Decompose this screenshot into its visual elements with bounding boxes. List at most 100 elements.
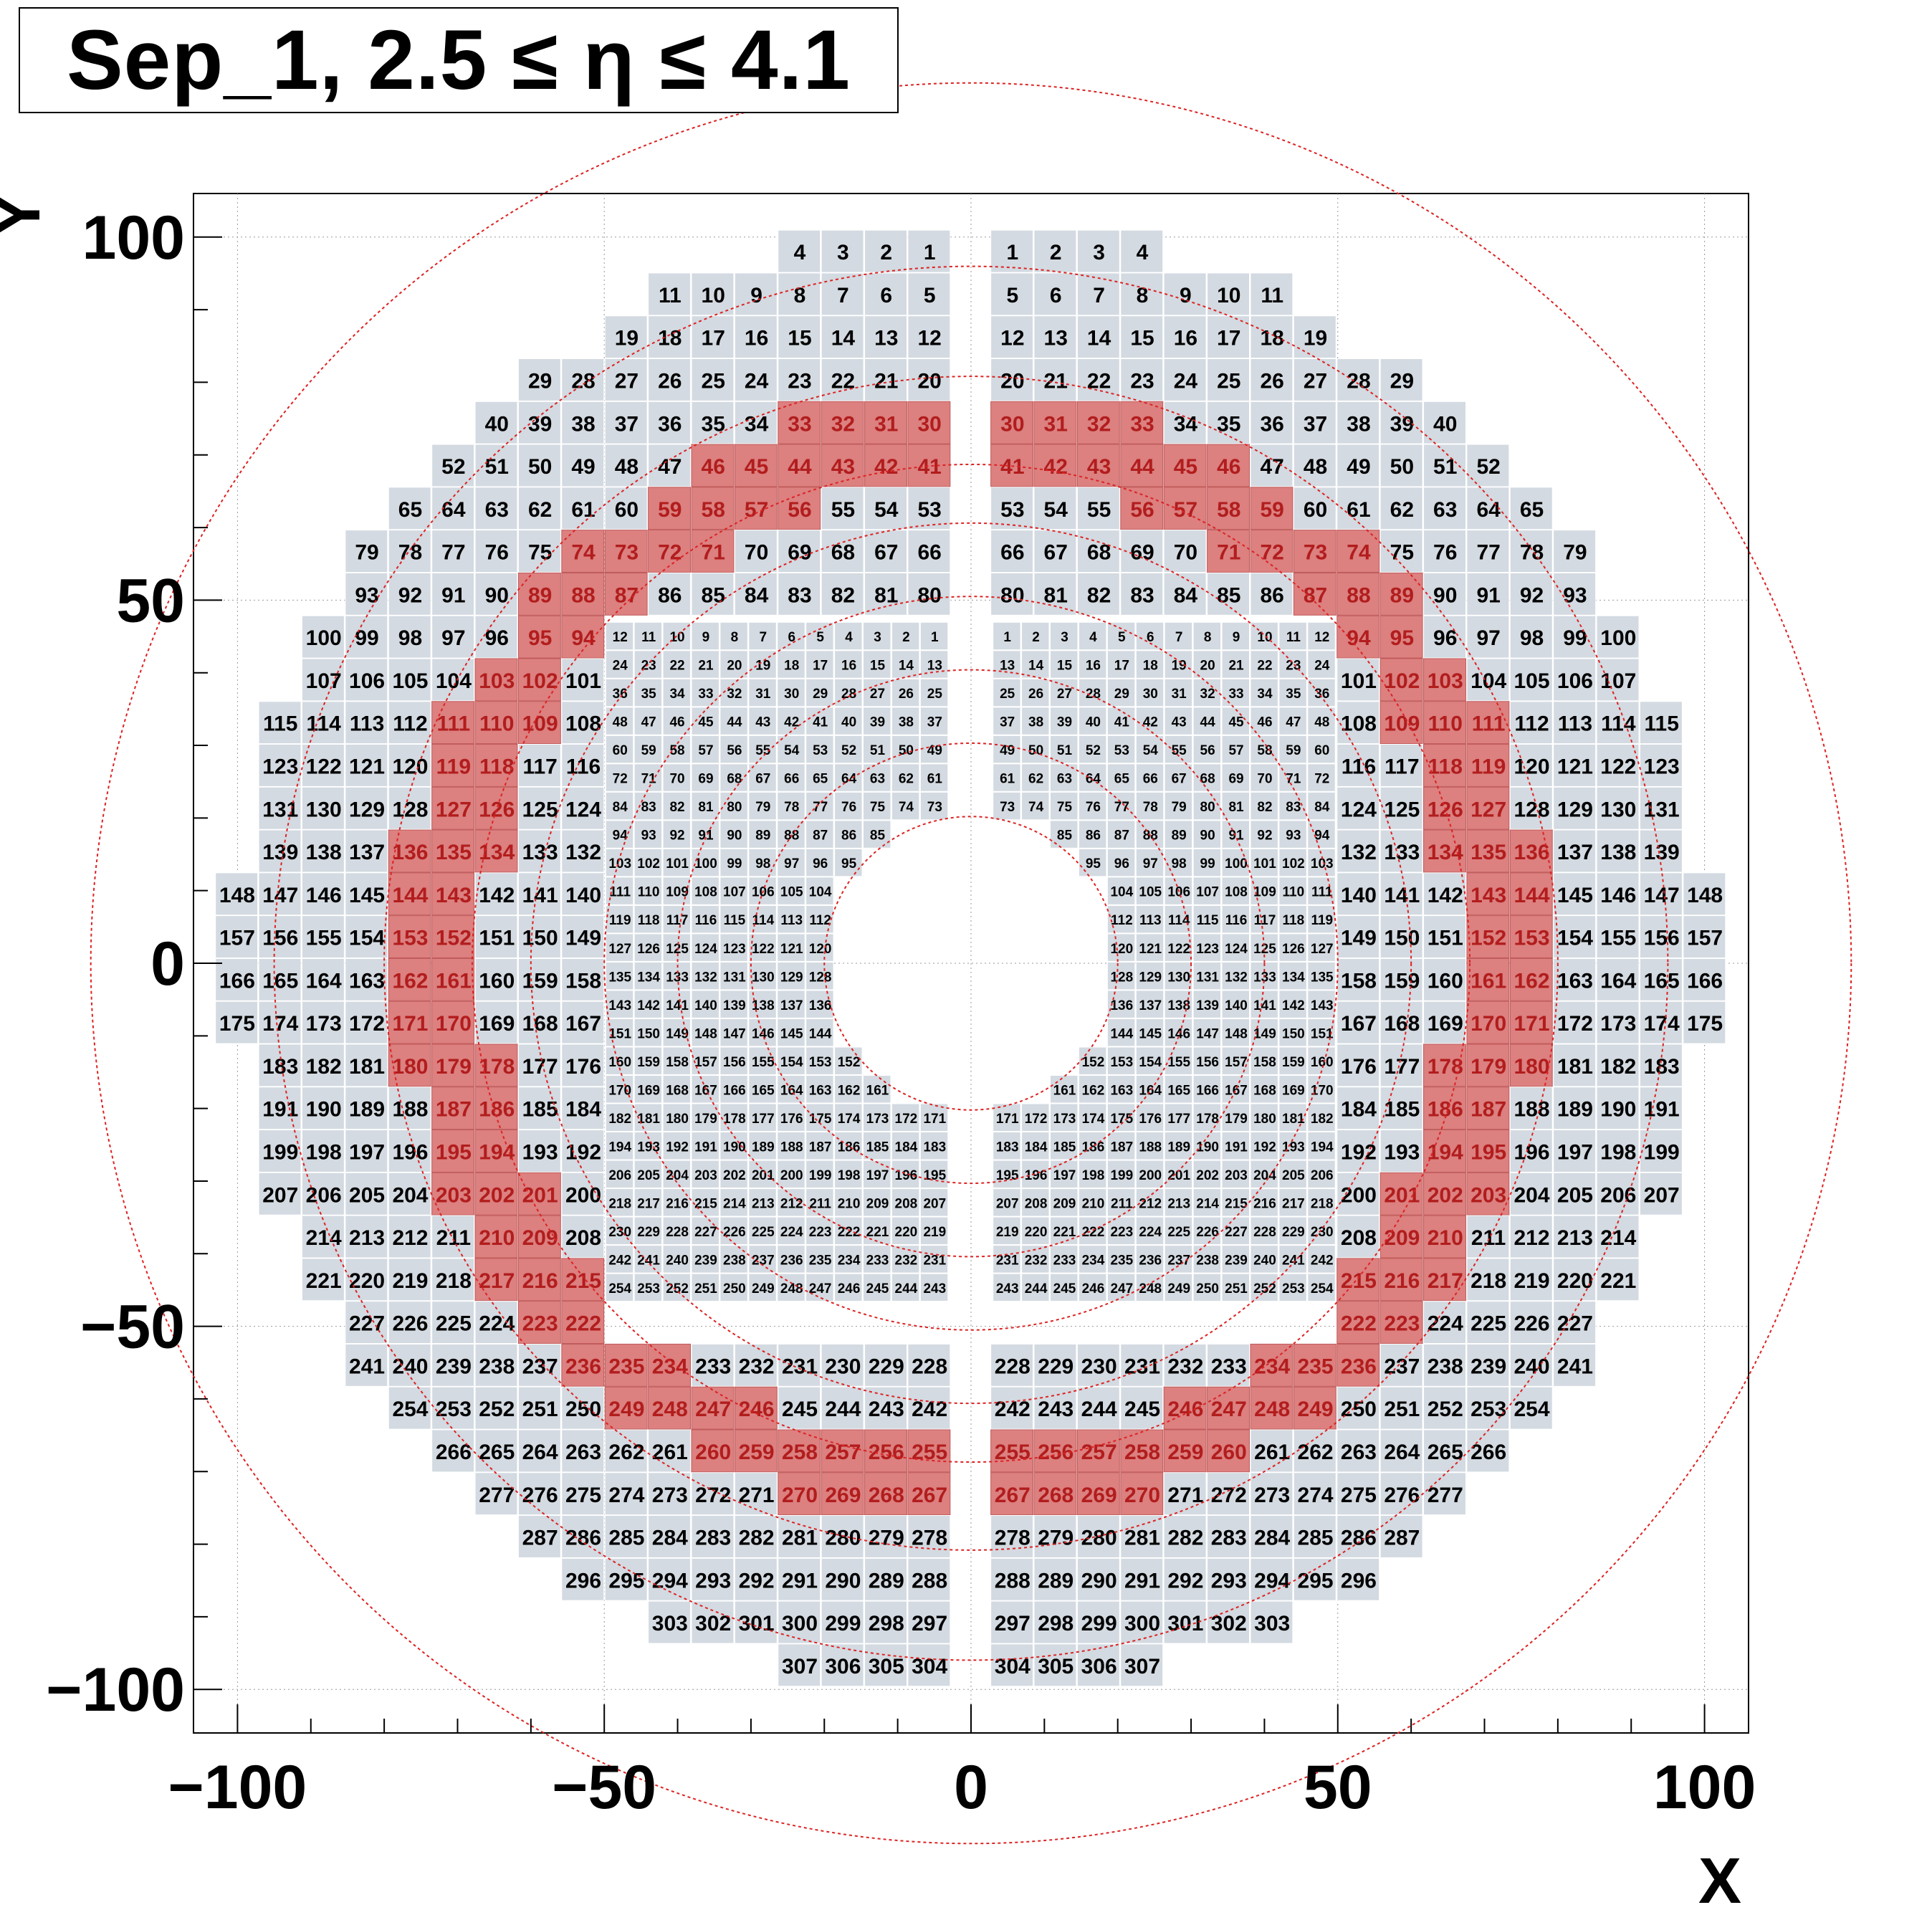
cell-label: 252 (479, 1398, 515, 1421)
cell (561, 444, 605, 487)
cell-label: 199 (809, 1168, 832, 1183)
cell-label: 225 (1470, 1312, 1506, 1336)
cell-label: 162 (1513, 969, 1549, 993)
cell (1379, 1044, 1423, 1087)
cell-label: 3 (1061, 630, 1068, 645)
cell-label: 38 (899, 715, 914, 730)
cell (1509, 872, 1553, 916)
cell-label: 217 (637, 1196, 660, 1211)
cell-label: 187 (1470, 1098, 1506, 1122)
cell-label: 236 (1341, 1355, 1377, 1378)
cell (1509, 701, 1553, 745)
cell (258, 701, 302, 745)
cell (1163, 444, 1207, 487)
cell-label: 97 (1476, 626, 1500, 650)
cell-label: 223 (522, 1312, 558, 1336)
cell-label: 286 (565, 1527, 601, 1550)
cell-label: 221 (866, 1225, 889, 1240)
cell (1553, 1087, 1597, 1130)
cell-label: 51 (485, 455, 509, 479)
cell-label: 8 (731, 630, 739, 645)
cell-label: 126 (637, 942, 660, 957)
cell-label: 125 (522, 798, 558, 821)
cell-label: 86 (658, 583, 682, 607)
cell-label: 274 (608, 1484, 644, 1507)
cell-label: 97 (441, 626, 465, 650)
cell (1640, 829, 1683, 873)
cell (517, 786, 561, 830)
cell (1423, 444, 1466, 487)
cell-label: 173 (1600, 1012, 1636, 1036)
cell (1163, 272, 1207, 316)
cell-label: 14 (899, 659, 914, 674)
cell-label: 242 (608, 1253, 631, 1268)
cell-label: 228 (912, 1355, 947, 1378)
cell-label: 3 (874, 630, 881, 645)
cell-label: 144 (1110, 1026, 1133, 1041)
cell-label: 257 (825, 1441, 861, 1464)
cell-label: 232 (895, 1253, 918, 1268)
cell-label: 111 (1472, 712, 1506, 736)
cell-label: 99 (1200, 856, 1215, 871)
cell-label: 11 (1286, 630, 1301, 645)
cell-label: 63 (1433, 498, 1457, 522)
cell-label: 176 (780, 1112, 803, 1127)
cell-label: 153 (1513, 927, 1549, 950)
cell-label: 255 (912, 1441, 947, 1464)
cell-label: 161 (1053, 1083, 1076, 1098)
cell-label: 226 (1513, 1312, 1549, 1336)
cell (907, 272, 951, 316)
cell-label: 107 (1600, 669, 1636, 693)
cell-label: 163 (1557, 969, 1593, 993)
cell (301, 915, 345, 959)
cell-label: 81 (698, 800, 714, 815)
cell-label: 213 (752, 1196, 775, 1211)
cell (517, 915, 561, 959)
cell-label: 124 (1225, 942, 1248, 957)
cell (345, 872, 388, 916)
cell-label: 127 (608, 942, 631, 957)
cell-label: 216 (1253, 1196, 1276, 1211)
cell-label: 38 (1347, 412, 1370, 436)
cell-label: 175 (219, 1012, 255, 1036)
cell (864, 444, 907, 487)
cell-label: 86 (841, 828, 856, 844)
cell-label: 233 (1211, 1355, 1247, 1378)
cell-label: 94 (613, 828, 628, 844)
cell-label: 221 (1053, 1225, 1076, 1240)
cell-label: 138 (306, 841, 342, 864)
cell-label: 15 (788, 327, 811, 350)
cell-label: 81 (1228, 800, 1244, 815)
cell-label: 117 (522, 755, 557, 779)
cell-label: 284 (1254, 1527, 1290, 1550)
cell-label: 163 (1110, 1083, 1133, 1098)
cell-label: 120 (392, 755, 428, 779)
cell (1379, 658, 1423, 702)
cell-label: 140 (565, 884, 601, 907)
cell (1423, 872, 1466, 916)
cell-label: 137 (780, 998, 803, 1013)
cell-label: 58 (1217, 498, 1240, 522)
cell-label: 31 (874, 412, 898, 436)
cell-label: 222 (838, 1225, 861, 1240)
cell-label: 250 (1196, 1281, 1219, 1296)
cell-label: 116 (1342, 755, 1376, 779)
cell-label: 6 (880, 284, 892, 307)
cell (561, 701, 605, 745)
cell-label: 193 (1384, 1141, 1420, 1165)
cell-label: 164 (306, 969, 342, 993)
cell (1640, 1087, 1683, 1130)
cell-label: 238 (723, 1253, 746, 1268)
cell (604, 530, 648, 573)
cell (1163, 530, 1207, 573)
cell-label: 103 (1428, 669, 1463, 693)
cell-label: 208 (565, 1226, 601, 1250)
cell-label: 135 (608, 970, 631, 985)
cell-label: 305 (869, 1655, 904, 1678)
cell-label: 216 (1384, 1269, 1420, 1293)
cell-label: 64 (1476, 498, 1501, 522)
cell (604, 315, 648, 359)
cell-label: 54 (1044, 498, 1068, 522)
cell-label: 5 (816, 630, 824, 645)
